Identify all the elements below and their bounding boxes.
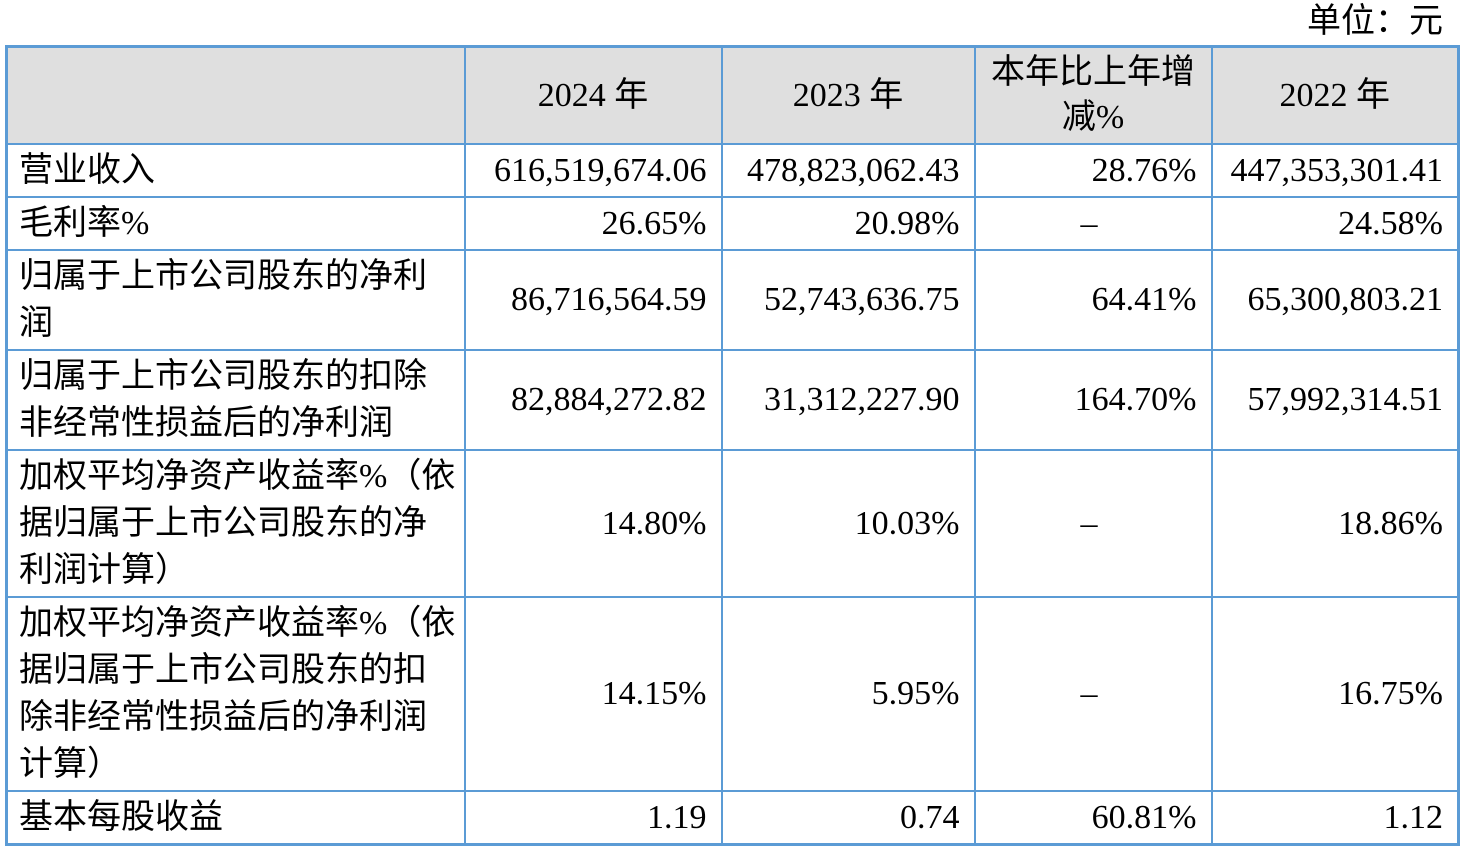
cell-change: –	[973, 595, 1213, 792]
cell-change: 28.76%	[973, 142, 1213, 198]
row-label: 加权平均净资产收益率%（依据归属于上市公司股东的净利润计算）	[5, 448, 466, 598]
cell-2023: 10.03%	[720, 448, 976, 598]
table-row-deducted-net-profit: 归属于上市公司股东的扣除非经常性损益后的净利润 82,884,272.82 31…	[5, 348, 1460, 451]
table-row-net-profit: 归属于上市公司股东的净利润 86,716,564.59 52,743,636.7…	[5, 248, 1460, 351]
cell-change: –	[973, 195, 1213, 251]
header-yoy-change: 本年比上年增减%	[973, 45, 1213, 145]
cell-2023: 478,823,062.43	[720, 142, 976, 198]
financial-highlights-table: 2024 年 2023 年 本年比上年增减% 2022 年 营业收入 616,5…	[5, 45, 1460, 846]
cell-2024: 82,884,272.82	[463, 348, 723, 451]
cell-2022: 24.58%	[1210, 195, 1460, 251]
cell-change: 164.70%	[973, 348, 1213, 451]
cell-2022: 57,992,314.51	[1210, 348, 1460, 451]
table-row-weighted-roe-deducted: 加权平均净资产收益率%（依据归属于上市公司股东的扣除非经常性损益后的净利润计算）…	[5, 595, 1460, 792]
cell-2022: 16.75%	[1210, 595, 1460, 792]
cell-2023: 0.74	[720, 789, 976, 845]
header-empty	[5, 45, 466, 145]
table-row-basic-eps: 基本每股收益 1.19 0.74 60.81% 1.12	[5, 789, 1460, 845]
unit-label: 单位：元	[1307, 3, 1443, 40]
cell-2022: 447,353,301.41	[1210, 142, 1460, 198]
cell-2023: 31,312,227.90	[720, 348, 976, 451]
cell-2023: 20.98%	[720, 195, 976, 251]
table-header-row: 2024 年 2023 年 本年比上年增减% 2022 年	[5, 45, 1460, 145]
header-year-2023: 2023 年	[720, 45, 976, 145]
table-row-weighted-roe: 加权平均净资产收益率%（依据归属于上市公司股东的净利润计算） 14.80% 10…	[5, 448, 1460, 598]
row-label: 营业收入	[5, 142, 466, 198]
cell-2024: 1.19	[463, 789, 723, 845]
row-label: 毛利率%	[5, 195, 466, 251]
header-year-2024: 2024 年	[463, 45, 723, 145]
cell-2022: 1.12	[1210, 789, 1460, 845]
row-label: 加权平均净资产收益率%（依据归属于上市公司股东的扣除非经常性损益后的净利润计算）	[5, 595, 466, 792]
row-label: 归属于上市公司股东的扣除非经常性损益后的净利润	[5, 348, 466, 451]
cell-2024: 86,716,564.59	[463, 248, 723, 351]
cell-2022: 65,300,803.21	[1210, 248, 1460, 351]
row-label: 基本每股收益	[5, 789, 466, 845]
cell-change: 60.81%	[973, 789, 1213, 845]
cell-change: 64.41%	[973, 248, 1213, 351]
table-row-gross-margin: 毛利率% 26.65% 20.98% – 24.58%	[5, 195, 1460, 251]
cell-2024: 616,519,674.06	[463, 142, 723, 198]
cell-2024: 26.65%	[463, 195, 723, 251]
cell-2022: 18.86%	[1210, 448, 1460, 598]
row-label: 归属于上市公司股东的净利润	[5, 248, 466, 351]
cell-2023: 52,743,636.75	[720, 248, 976, 351]
table-row-revenue: 营业收入 616,519,674.06 478,823,062.43 28.76…	[5, 142, 1460, 198]
cell-change: –	[973, 448, 1213, 598]
cell-2024: 14.15%	[463, 595, 723, 792]
header-year-2022: 2022 年	[1210, 45, 1460, 145]
cell-2024: 14.80%	[463, 448, 723, 598]
cell-2023: 5.95%	[720, 595, 976, 792]
